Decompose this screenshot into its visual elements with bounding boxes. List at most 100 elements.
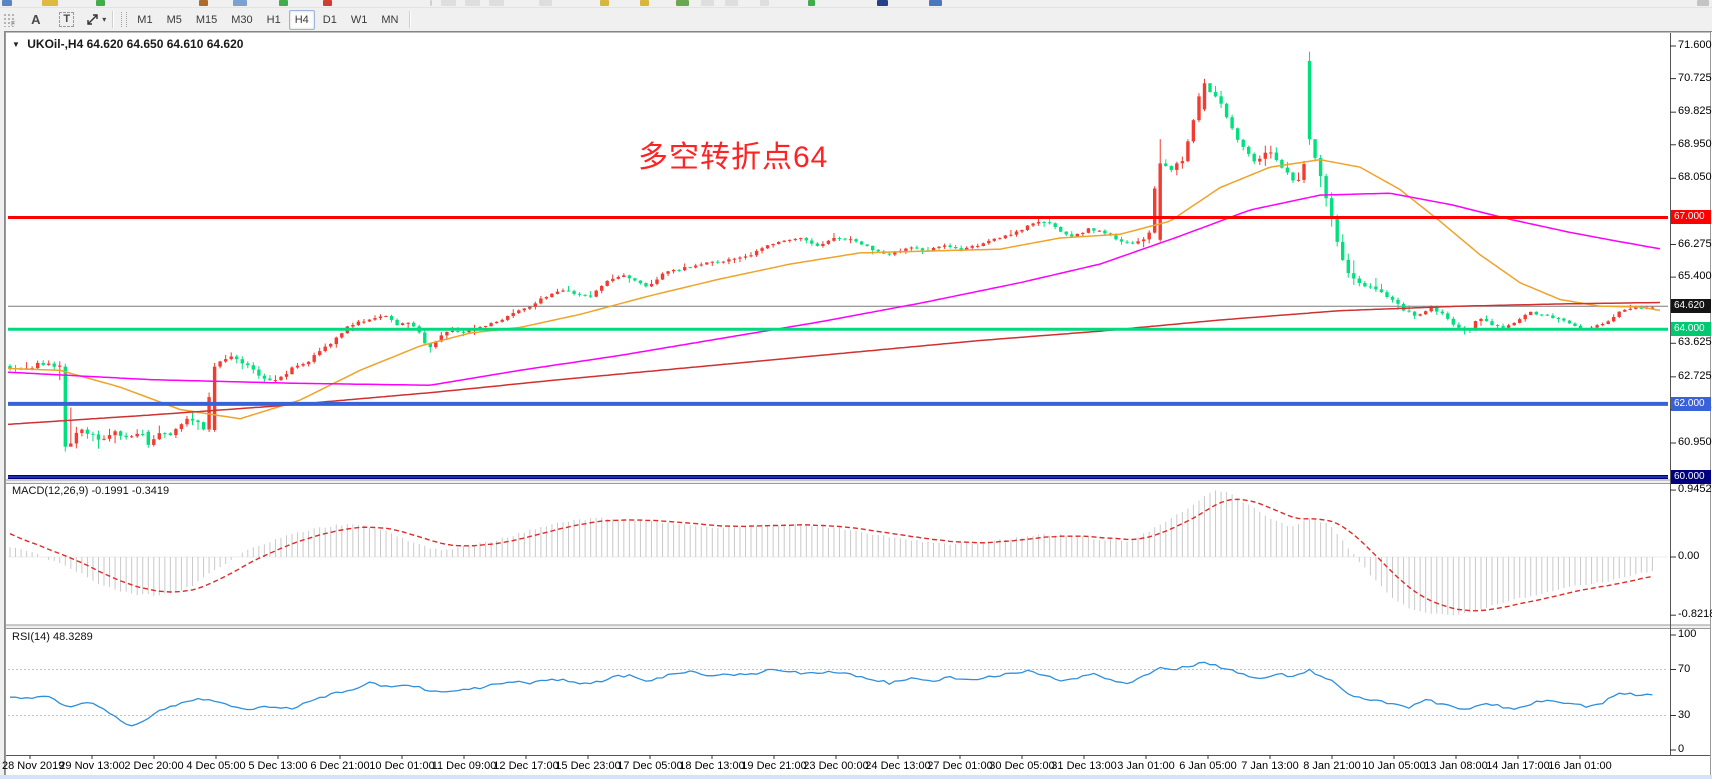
date-tick-label: 8 Jan 21:00 <box>1303 760 1361 772</box>
toolbar-icon-fragment <box>640 0 649 6</box>
macd-scale-label: 0.9452 <box>1678 483 1712 496</box>
macd-scale-label: -0.8218 <box>1678 608 1712 621</box>
date-tick-label: 18 Dec 13:00 <box>679 760 745 772</box>
toolbar-icon-fragment <box>96 0 105 6</box>
toolbar-grip[interactable] <box>2 12 15 27</box>
date-tick-label: 4 Dec 05:00 <box>186 760 246 772</box>
toolbar-grip-label: F <box>11 21 16 28</box>
date-tick-label: 30 Dec 05:00 <box>989 760 1055 772</box>
timeframe-button-w1[interactable]: W1 <box>350 13 368 26</box>
timeframe-button-d1[interactable]: D1 <box>322 13 337 26</box>
date-tick-label: 16 Jan 01:00 <box>1548 760 1612 772</box>
date-tick-label: 11 Dec 09:00 <box>431 760 497 772</box>
text-box-tool-button[interactable]: T <box>56 9 77 30</box>
price-level-box: 64.000 <box>1671 322 1711 337</box>
toolbar-icon-fragment <box>279 0 288 6</box>
toolbar-icon-fragment <box>233 0 247 6</box>
date-tick-label: 2 Dec 20:00 <box>124 760 184 772</box>
main-chart-plot[interactable] <box>8 33 1668 479</box>
price-level-box: 60.000 <box>1671 470 1711 484</box>
timeframe-button-m15[interactable]: M15 <box>195 13 218 26</box>
date-tick-label: 31 Dec 13:00 <box>1051 760 1117 772</box>
chevron-down-icon: ▾ <box>102 15 107 24</box>
toolbar-icon-fragment <box>877 0 888 6</box>
toolbar-icon-fragment <box>323 0 332 6</box>
macd-plot[interactable] <box>8 484 1668 624</box>
price-tick-label: 71.600 <box>1678 39 1712 51</box>
price-tick-label: 63.625 <box>1678 336 1712 349</box>
date-tick-label: 13 Jan 08:00 <box>1424 760 1488 772</box>
timeframe-button-m1[interactable]: M1 <box>137 13 153 26</box>
date-tick-label: 19 Dec 21:00 <box>741 760 807 772</box>
date-tick-label: 28 Nov 2019 <box>2 760 65 772</box>
toolbar-icon-fragment <box>760 0 769 6</box>
price-tick-label: 62.725 <box>1678 369 1712 382</box>
text-label-tool-button[interactable]: A <box>25 9 46 30</box>
toolbar-icon-fragment <box>430 0 432 6</box>
toolbar-sliver <box>0 0 1712 8</box>
status-strip <box>0 775 1712 779</box>
toolbar-icon-fragment <box>600 0 609 6</box>
date-tick-label: 29 Nov 13:00 <box>59 760 125 772</box>
timeframe-button-h4[interactable]: H4 <box>288 9 315 30</box>
toolbar-grip[interactable] <box>121 12 128 27</box>
price-tick-label: 70.725 <box>1678 71 1712 84</box>
chart-ohlc-values: 64.620 64.650 64.610 64.620 <box>86 37 244 51</box>
toolbar-icon-fragment <box>489 0 504 6</box>
toolbar-icon-fragment <box>1697 0 1709 6</box>
toolbar-icon-fragment <box>42 0 58 6</box>
chart-annotation-text: 多空转折点64 <box>638 141 829 174</box>
chart-menu-arrow-icon[interactable]: ▼ <box>12 40 20 49</box>
toolbar-icon-fragment <box>441 0 456 6</box>
toolbar: F A T ▾ M1 M5 M15 M30 H1 H4 D1 W1 MN <box>0 8 1712 31</box>
toolbar-icon-fragment <box>199 0 208 6</box>
date-tick-label: 23 Dec 00:00 <box>803 760 869 772</box>
chart-title: ▼ UKOil-,H4 64.620 64.650 64.610 64.620 <box>12 37 243 51</box>
date-tick-label: 6 Jan 05:00 <box>1179 760 1237 772</box>
arrows-icon <box>87 14 98 25</box>
date-tick-label: 12 Dec 17:00 <box>493 760 559 772</box>
date-tick-label: 17 Dec 05:00 <box>617 760 683 772</box>
toolbar-icon-fragment <box>808 0 815 6</box>
price-tick-label: 69.825 <box>1678 105 1712 118</box>
date-tick-label: 5 Dec 13:00 <box>248 760 308 772</box>
toolbar-separator <box>409 11 412 28</box>
chart-symbol-timeframe: UKOil-,H4 <box>27 37 84 51</box>
timeframe-button-h1[interactable]: H1 <box>266 13 281 26</box>
price-tick-label: 68.050 <box>1678 171 1712 184</box>
arrows-tool-button[interactable]: ▾ <box>84 9 107 30</box>
date-tick-label: 24 Dec 13:00 <box>865 760 931 772</box>
price-tick-label: 66.275 <box>1678 237 1712 250</box>
toolbar-icon-fragment <box>676 0 689 6</box>
macd-indicator-label: MACD(12,26,9) -0.1991 -0.3419 <box>12 485 170 497</box>
date-tick-label: 7 Jan 13:00 <box>1241 760 1299 772</box>
macd-scale-label: 0.00 <box>1678 550 1700 562</box>
timeframe-button-mn[interactable]: MN <box>381 13 399 26</box>
text-box-icon: T <box>59 12 75 27</box>
toolbar-icon-fragment <box>465 0 480 6</box>
timeframe-button-m30[interactable]: M30 <box>231 13 253 26</box>
rsi-scale-label: 100 <box>1678 628 1697 640</box>
timeframe-button-m5[interactable]: M5 <box>166 13 182 26</box>
rsi-scale-label: 0 <box>1678 743 1685 755</box>
toolbar-icon-fragment <box>929 0 942 6</box>
date-tick-label: 15 Dec 23:00 <box>555 760 621 772</box>
price-level-box: 62.000 <box>1671 396 1711 411</box>
toolbar-icon-fragment <box>701 0 714 6</box>
timeframe-group: M1 M5 M15 M30 H1 H4 D1 W1 MN <box>130 9 405 30</box>
date-tick-label: 27 Dec 01:00 <box>927 760 993 772</box>
toolbar-icon-fragment <box>2 0 12 6</box>
price-tick-label: 68.950 <box>1678 137 1712 150</box>
price-tick-label: 65.400 <box>1678 270 1712 283</box>
date-tick-label: 14 Jan 17:00 <box>1486 760 1550 772</box>
rsi-scale-label: 70 <box>1678 662 1691 675</box>
rsi-scale-label: 30 <box>1678 708 1691 721</box>
text-label-icon: A <box>31 12 41 27</box>
rsi-indicator-label: RSI(14) 48.3289 <box>12 631 93 643</box>
toolbar-separator <box>112 11 115 28</box>
date-tick-label: 3 Jan 01:00 <box>1117 760 1175 772</box>
price-level-box: 64.620 <box>1671 299 1711 314</box>
rsi-plot[interactable] <box>8 629 1668 755</box>
price-tick-label: 60.950 <box>1678 436 1712 448</box>
date-tick-label: 6 Dec 21:00 <box>310 760 370 772</box>
